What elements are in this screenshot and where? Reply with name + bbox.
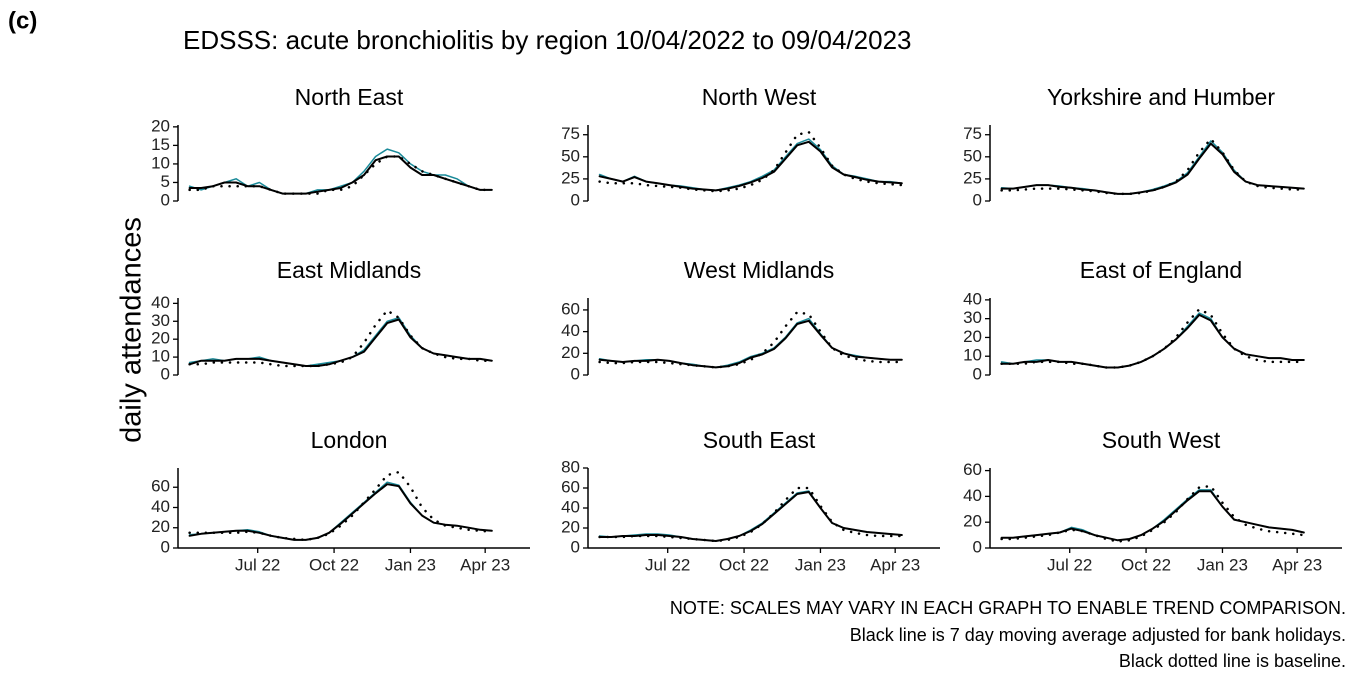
y-tick-label: 15 — [151, 135, 170, 154]
y-tick-label: 40 — [963, 486, 982, 505]
x-tick-label: Jan 23 — [385, 555, 436, 574]
y-tick-label: 30 — [963, 308, 982, 327]
y-tick-label: 50 — [561, 146, 580, 165]
y-tick-label: 60 — [561, 477, 580, 496]
y-axis-label: daily attendances — [116, 217, 148, 443]
panel-title: East Midlands — [277, 257, 421, 283]
baseline-line — [598, 486, 904, 543]
baseline-line — [1000, 308, 1306, 369]
y-tick-label: 75 — [963, 124, 982, 143]
y-tick-label: 40 — [561, 497, 580, 516]
x-tick-label: Jul 22 — [645, 555, 690, 574]
y-tick-label: 80 — [561, 457, 580, 476]
panel-title: South West — [1102, 427, 1221, 453]
x-tick-label: Jan 23 — [1197, 555, 1248, 574]
y-tick-label: 5 — [161, 172, 170, 191]
y-tick-label: 25 — [963, 168, 982, 187]
average-line — [1000, 313, 1305, 369]
average-line — [188, 155, 493, 195]
baseline-line — [598, 310, 904, 369]
y-tick-label: 20 — [151, 329, 170, 348]
y-tick-label: 40 — [963, 289, 982, 308]
y-tick-label: 0 — [571, 190, 580, 209]
baseline-line — [1000, 484, 1306, 543]
y-tick-label: 20 — [561, 517, 580, 536]
y-tick-label: 0 — [571, 537, 580, 556]
daily-line — [188, 148, 493, 195]
panel-title: Yorkshire and Humber — [1047, 84, 1275, 110]
y-tick-label: 20 — [561, 343, 580, 362]
panel-title: North East — [295, 84, 404, 110]
y-tick-label: 60 — [963, 460, 982, 479]
panel-label: (c) — [8, 7, 37, 34]
average-line — [598, 491, 903, 542]
x-tick-label: Jul 22 — [235, 555, 280, 574]
average-line — [598, 140, 903, 192]
x-tick-label: Oct 22 — [719, 555, 769, 574]
average-line — [1000, 490, 1305, 542]
panel-title: South East — [703, 427, 816, 453]
y-tick-label: 0 — [161, 537, 170, 556]
y-tick-label: 20 — [963, 327, 982, 346]
x-tick-label: Apr 23 — [460, 555, 510, 574]
note: Black dotted line is baseline. — [1119, 651, 1346, 671]
y-tick-label: 0 — [161, 190, 170, 209]
x-tick-label: Apr 23 — [870, 555, 920, 574]
panel-title: West Midlands — [684, 257, 834, 283]
panel-title: North West — [702, 84, 817, 110]
x-tick-label: Jan 23 — [795, 555, 846, 574]
baseline-line — [188, 309, 494, 368]
average-line — [1000, 142, 1305, 195]
panel-title: East of England — [1080, 257, 1242, 283]
y-tick-label: 10 — [151, 347, 170, 366]
y-tick-label: 50 — [963, 146, 982, 165]
y-tick-label: 10 — [151, 153, 170, 172]
y-tick-label: 0 — [973, 364, 982, 383]
baseline-line — [188, 470, 494, 542]
x-tick-label: Jul 22 — [1047, 555, 1092, 574]
average-line — [188, 318, 493, 367]
note: NOTE: SCALES MAY VARY IN EACH GRAPH TO E… — [670, 598, 1346, 618]
y-tick-label: 40 — [151, 293, 170, 312]
x-tick-label: Apr 23 — [1272, 555, 1322, 574]
baseline-line — [188, 155, 494, 195]
y-tick-label: 10 — [963, 346, 982, 365]
x-tick-label: Oct 22 — [309, 555, 359, 574]
y-tick-label: 40 — [561, 321, 580, 340]
chart-title: EDSSS: acute bronchiolitis by region 10/… — [183, 25, 912, 55]
y-tick-label: 20 — [151, 116, 170, 135]
note: Black line is 7 day moving average adjus… — [850, 625, 1346, 645]
y-tick-label: 0 — [973, 190, 982, 209]
y-tick-label: 25 — [561, 168, 580, 187]
y-tick-label: 60 — [151, 477, 170, 496]
y-tick-label: 30 — [151, 311, 170, 330]
daily-line — [1000, 489, 1305, 542]
daily-line — [598, 490, 903, 542]
y-tick-label: 20 — [151, 517, 170, 536]
panel-title: London — [311, 427, 388, 453]
y-tick-label: 20 — [963, 512, 982, 531]
x-tick-label: Oct 22 — [1121, 555, 1171, 574]
y-tick-label: 0 — [571, 364, 580, 383]
average-line — [598, 319, 903, 369]
y-tick-label: 0 — [973, 537, 982, 556]
y-tick-label: 40 — [151, 497, 170, 516]
average-line — [188, 483, 493, 541]
y-tick-label: 75 — [561, 124, 580, 143]
y-tick-label: 0 — [161, 364, 170, 383]
y-tick-label: 60 — [561, 299, 580, 318]
